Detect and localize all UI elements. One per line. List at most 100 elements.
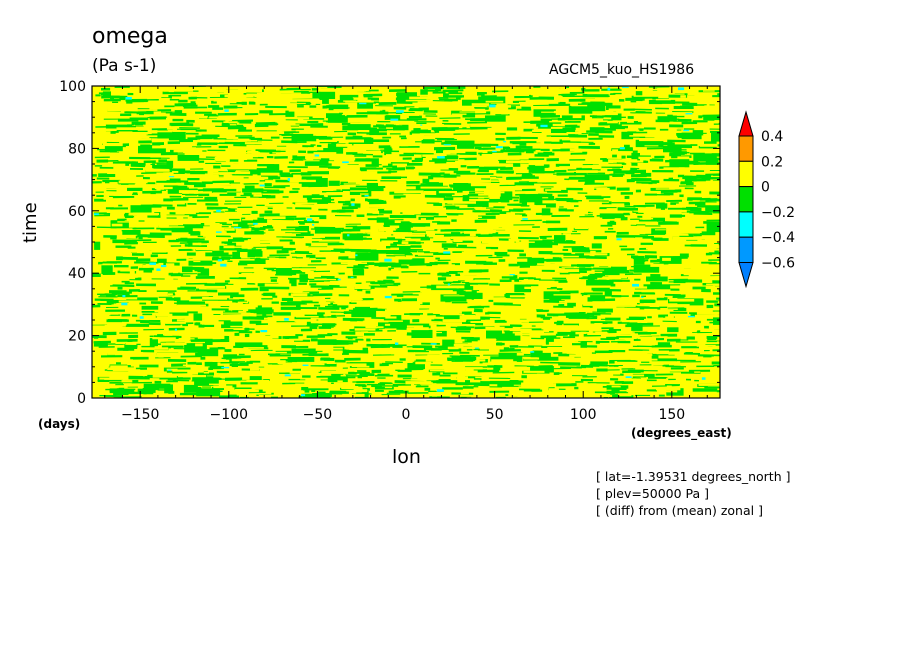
field-streak-green — [662, 320, 677, 323]
field-blob-green — [98, 173, 116, 177]
field-streak-green — [531, 337, 545, 340]
field-streak-yellow — [156, 353, 187, 356]
field-blob-green — [248, 309, 274, 313]
field-streak-green — [630, 224, 637, 226]
y-tick-label: 80 — [68, 141, 86, 157]
field-streak-yellow — [313, 373, 332, 376]
field-streak-green — [465, 282, 479, 286]
field-streak-green — [220, 339, 229, 341]
field-streak-green — [556, 320, 564, 324]
field-streak-yellow — [594, 113, 618, 116]
field-streak-green — [513, 275, 518, 279]
field-streak-green — [649, 158, 664, 162]
field-streak-yellow — [511, 91, 539, 94]
field-streak-yellow — [256, 265, 264, 269]
field-streak-green — [130, 162, 146, 166]
field-streak-green — [655, 373, 674, 376]
field-streak-yellow — [379, 232, 408, 234]
field-blob-green — [669, 159, 690, 168]
field-streak-yellow — [458, 91, 477, 93]
field-blob-green — [495, 334, 521, 341]
field-streak-green — [598, 135, 615, 138]
field-streak-green — [309, 283, 317, 286]
field-speck-cyan — [224, 109, 229, 112]
field-streak-green — [336, 209, 354, 213]
field-streak-green — [298, 282, 307, 285]
field-streak-green — [466, 319, 486, 322]
field-streak-yellow — [395, 234, 425, 237]
field-streak-green — [509, 278, 524, 280]
field-streak-yellow — [655, 229, 666, 231]
field-streak-yellow — [354, 286, 371, 289]
field-streak-green — [515, 145, 536, 149]
field-streak-green — [556, 383, 577, 387]
field-streak-green — [614, 380, 634, 385]
field-streak-yellow — [467, 257, 475, 260]
field-streak-yellow — [491, 227, 499, 230]
field-blob-green — [101, 265, 113, 274]
field-blob-green — [693, 153, 717, 162]
field-streak-green — [679, 194, 684, 198]
field-streak-green — [161, 111, 176, 113]
field-streak-yellow — [137, 250, 167, 253]
field-streak-green — [467, 165, 480, 169]
field-streak-green — [711, 361, 720, 365]
field-streak-green — [592, 315, 598, 319]
field-streak-green — [561, 93, 575, 97]
field-streak-green — [292, 188, 300, 190]
field-streak-yellow — [290, 98, 319, 100]
field-streak-yellow — [316, 206, 324, 209]
field-streak-yellow — [378, 182, 388, 186]
field-blob-green — [594, 270, 620, 276]
field-blob-green — [205, 252, 229, 257]
field-streak-green — [650, 274, 661, 278]
field-streak-yellow — [339, 91, 366, 93]
field-streak-yellow — [111, 89, 141, 93]
field-streak-yellow — [269, 238, 279, 241]
field-streak-yellow — [705, 268, 713, 270]
field-streak-green — [106, 306, 119, 309]
field-streak-yellow — [437, 264, 455, 266]
field-blob-green — [643, 284, 671, 292]
field-speck-cyan — [384, 258, 392, 262]
field-streak-yellow — [581, 356, 595, 358]
field-blob-green — [241, 217, 268, 223]
field-streak-yellow — [683, 333, 712, 336]
field-blob-green — [386, 246, 411, 255]
field-streak-green — [439, 117, 461, 119]
field-streak-green — [456, 97, 461, 100]
field-blob-green — [582, 94, 609, 98]
field-blob-green — [168, 131, 186, 141]
y-tick-label: 60 — [68, 204, 86, 220]
field-blob-green — [568, 105, 593, 114]
field-streak-yellow — [246, 93, 271, 97]
field-streak-green — [660, 333, 678, 337]
field-streak-green — [94, 198, 106, 202]
field-streak-green — [599, 207, 607, 210]
field-streak-yellow — [631, 374, 645, 377]
field-streak-yellow — [481, 154, 495, 157]
field-blob-green — [166, 160, 174, 168]
field-streak-green — [688, 369, 711, 372]
field-streak-green — [496, 342, 505, 346]
field-streak-green — [629, 131, 648, 134]
field-streak-yellow — [486, 133, 493, 136]
field-streak-green — [279, 239, 294, 242]
field-blob-green — [301, 387, 329, 391]
field-blob-green — [186, 252, 196, 256]
field-streak-green — [130, 165, 146, 168]
field-streak-green — [582, 376, 597, 378]
field-streak-yellow — [631, 242, 641, 245]
field-streak-green — [569, 334, 579, 337]
field-streak-green — [460, 326, 475, 329]
field-streak-green — [237, 206, 253, 208]
field-streak-green — [472, 337, 480, 341]
field-streak-green — [102, 179, 121, 183]
field-streak-yellow — [467, 130, 495, 132]
field-streak-green — [338, 201, 347, 204]
field-streak-green — [437, 139, 457, 141]
field-streak-yellow — [489, 293, 505, 297]
field-streak-yellow — [556, 250, 562, 253]
field-streak-yellow — [355, 389, 368, 393]
field-streak-yellow — [439, 304, 470, 306]
